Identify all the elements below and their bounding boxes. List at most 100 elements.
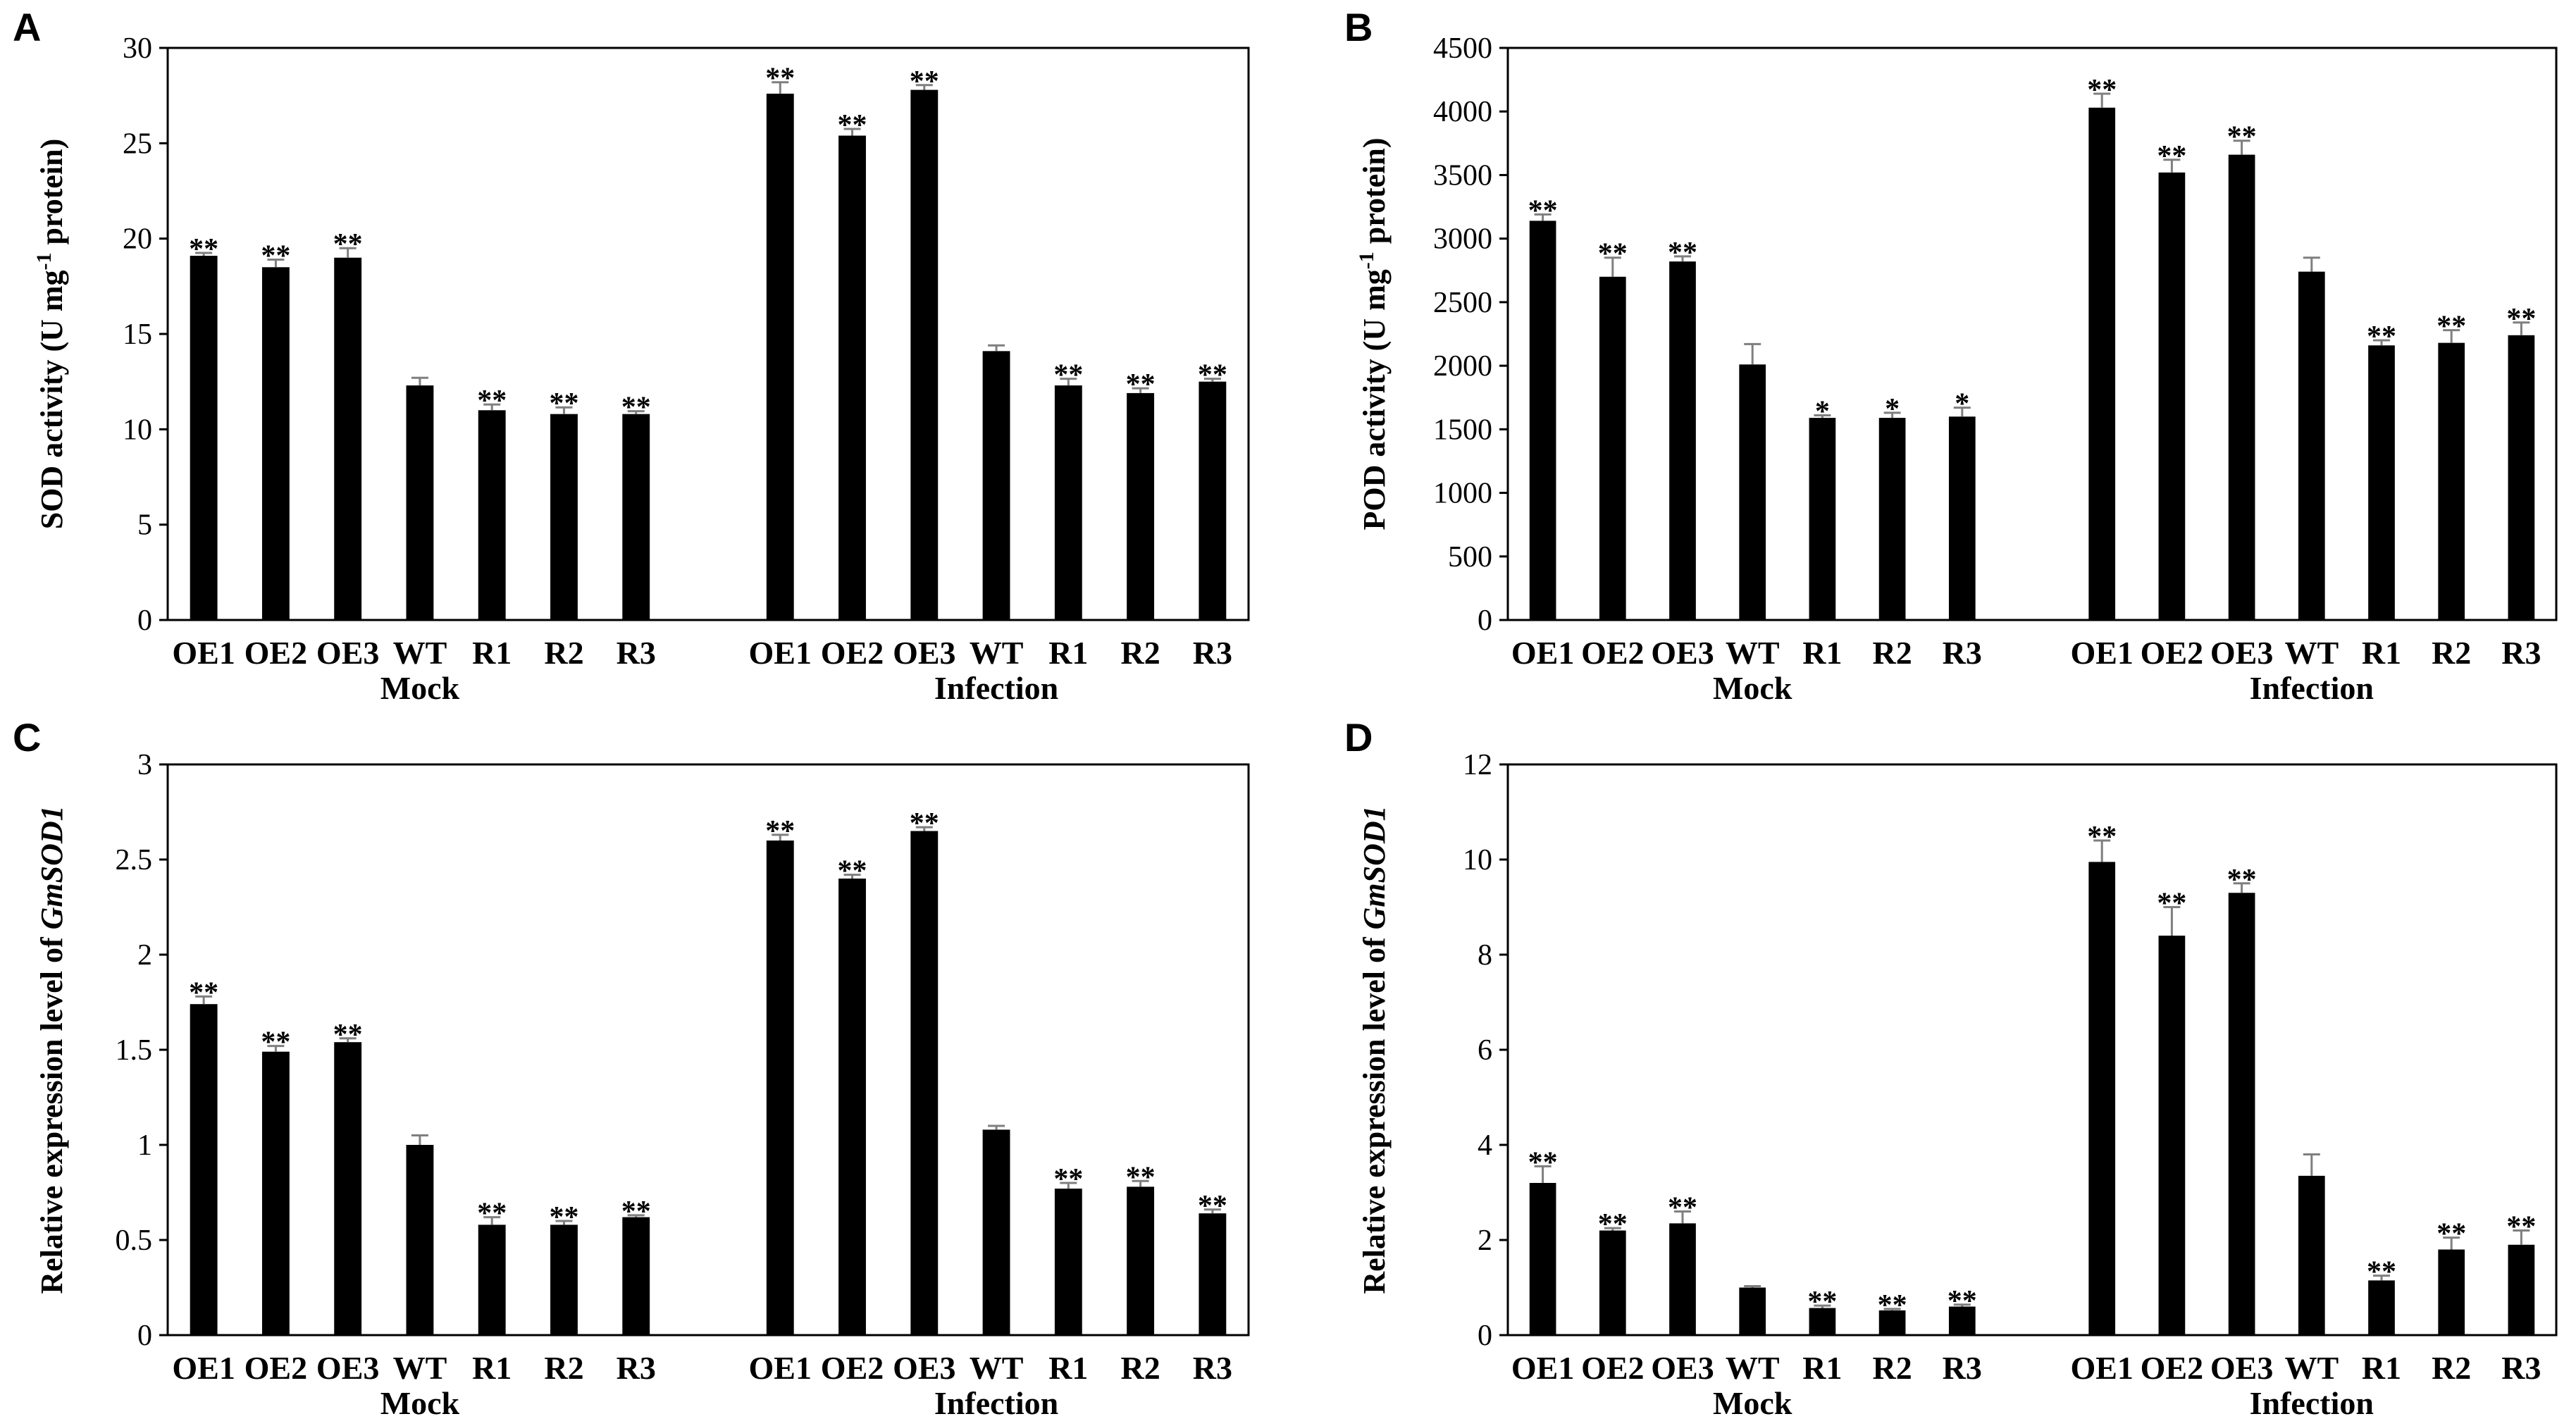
- y-tick-label: 2500: [1433, 287, 1492, 319]
- panel-c: C 0 0.5 1 1.5 2 2.5 3 Relative expression level …: [13, 715, 1250, 1421]
- significance-label: **: [621, 1196, 651, 1228]
- y-axis-label-text: protein): [35, 139, 69, 253]
- y-tick-label: 0: [1478, 604, 1492, 637]
- x-tick-label: OE1: [1511, 1350, 1574, 1386]
- significance-label: **: [477, 385, 507, 417]
- y-tick-label: 4: [1478, 1129, 1492, 1162]
- bar: [1809, 1308, 1836, 1335]
- bar: [1669, 261, 1696, 620]
- x-tick-label: WT: [393, 635, 447, 671]
- bar: [1599, 1230, 1626, 1335]
- bar: [1199, 1213, 1227, 1335]
- bar: [1529, 1183, 1556, 1335]
- bar: [478, 410, 506, 620]
- group-label: Mock: [1713, 1385, 1792, 1421]
- group-label: Mock: [1713, 670, 1792, 706]
- y-axis-label-gene: GmSOD1: [35, 805, 69, 929]
- group-label: Infection: [2250, 1385, 2374, 1421]
- significance-label: *: [1815, 395, 1830, 428]
- bar: [1878, 418, 1906, 620]
- bar: [261, 267, 290, 620]
- x-tick-label: R3: [1943, 635, 1982, 671]
- significance-label: **: [838, 855, 867, 888]
- group-label: Infection: [934, 670, 1058, 706]
- significance-label: **: [189, 233, 218, 266]
- significance-label: **: [2157, 140, 2186, 173]
- panel-d: D 0 2 4 6 8 10 12 Relative expression level of G…: [1344, 715, 2558, 1421]
- y-tick-label: 4000: [1433, 96, 1492, 128]
- bar: [622, 1217, 650, 1335]
- significance-label: **: [333, 228, 363, 261]
- bar: [910, 89, 939, 620]
- y-tick-label: 500: [1448, 541, 1492, 574]
- bar: [766, 841, 794, 1335]
- y-tick-label: 2: [137, 939, 152, 972]
- x-tick-label: R1: [2362, 635, 2401, 671]
- bar: [1127, 392, 1155, 620]
- significance-label: **: [2087, 74, 2117, 106]
- x-tick-label: R1: [2362, 1350, 2401, 1386]
- significance-label: **: [2157, 888, 2186, 920]
- significance-label: **: [765, 63, 795, 95]
- x-tick-label: R2: [544, 1350, 583, 1386]
- y-tick-label: 0.5: [116, 1224, 153, 1257]
- y-axis-label: Relative expression level of GmSOD1: [1357, 805, 1392, 1294]
- significance-label: **: [765, 815, 795, 848]
- bar: [2298, 271, 2325, 620]
- significance-label: **: [2436, 1218, 2466, 1251]
- bar: [1127, 1186, 1155, 1335]
- x-tick-label: OE1: [172, 635, 235, 671]
- x-tick-label: R3: [2501, 1350, 2541, 1386]
- y-tick-label: 25: [123, 128, 152, 160]
- y-tick-label: 3500: [1433, 159, 1492, 192]
- x-tick-label: R3: [1193, 635, 1232, 671]
- significance-label: **: [2227, 864, 2257, 896]
- significance-label: **: [1668, 1192, 1697, 1224]
- y-axis-label-text: POD activity (U mg: [1357, 269, 1392, 530]
- bar: [550, 1224, 578, 1335]
- y-tick-label: 30: [123, 32, 152, 65]
- y-tick-label: 10: [123, 414, 152, 446]
- x-tick-label: R1: [472, 1350, 512, 1386]
- panel-letter: D: [1344, 715, 1373, 760]
- x-tick-label: OE1: [172, 1350, 235, 1386]
- x-tick-label: R3: [1193, 1350, 1232, 1386]
- significance-label: **: [2367, 1256, 2396, 1289]
- group-label: Infection: [2250, 670, 2374, 706]
- x-tick-label: OE2: [821, 635, 884, 671]
- x-tick-label: R1: [472, 635, 512, 671]
- x-tick-label: R2: [2432, 1350, 2471, 1386]
- x-tick-label: WT: [1726, 635, 1780, 671]
- y-tick-label: 1500: [1433, 414, 1492, 446]
- bar: [1054, 385, 1082, 620]
- x-tick-label: WT: [2284, 1350, 2339, 1386]
- group-label: Mock: [380, 1385, 460, 1421]
- y-axis-label: POD activity (U mg-1 protein): [1355, 138, 1392, 531]
- y-tick-label: 1.5: [116, 1034, 153, 1067]
- bar: [766, 93, 794, 620]
- bar: [622, 414, 650, 620]
- bar: [1809, 418, 1836, 620]
- y-axis-label-text: Relative expression level of: [1357, 929, 1392, 1294]
- x-tick-label: OE2: [244, 635, 307, 671]
- group-label: Infection: [934, 1385, 1058, 1421]
- significance-label: *: [1955, 388, 1969, 421]
- significance-label: **: [2506, 1211, 2536, 1244]
- bar: [982, 1129, 1010, 1335]
- x-tick-label: OE1: [749, 635, 812, 671]
- significance-label: **: [1528, 194, 1558, 227]
- plot-frame: [166, 46, 1250, 621]
- significance-label: **: [1126, 1161, 1156, 1194]
- y-tick-label: 15: [123, 318, 152, 351]
- panel-letter: A: [13, 5, 41, 49]
- y-tick-label: 2.5: [116, 844, 153, 876]
- x-tick-label: OE3: [316, 635, 379, 671]
- y-tick-label: 8: [1478, 939, 1492, 972]
- significance-label: **: [2087, 821, 2117, 853]
- bar: [2298, 1175, 2325, 1335]
- bar: [2438, 342, 2465, 620]
- bar: [910, 831, 939, 1335]
- significance-label: **: [1198, 1190, 1227, 1222]
- x-tick-label: R3: [2501, 635, 2541, 671]
- bar: [2368, 1280, 2395, 1335]
